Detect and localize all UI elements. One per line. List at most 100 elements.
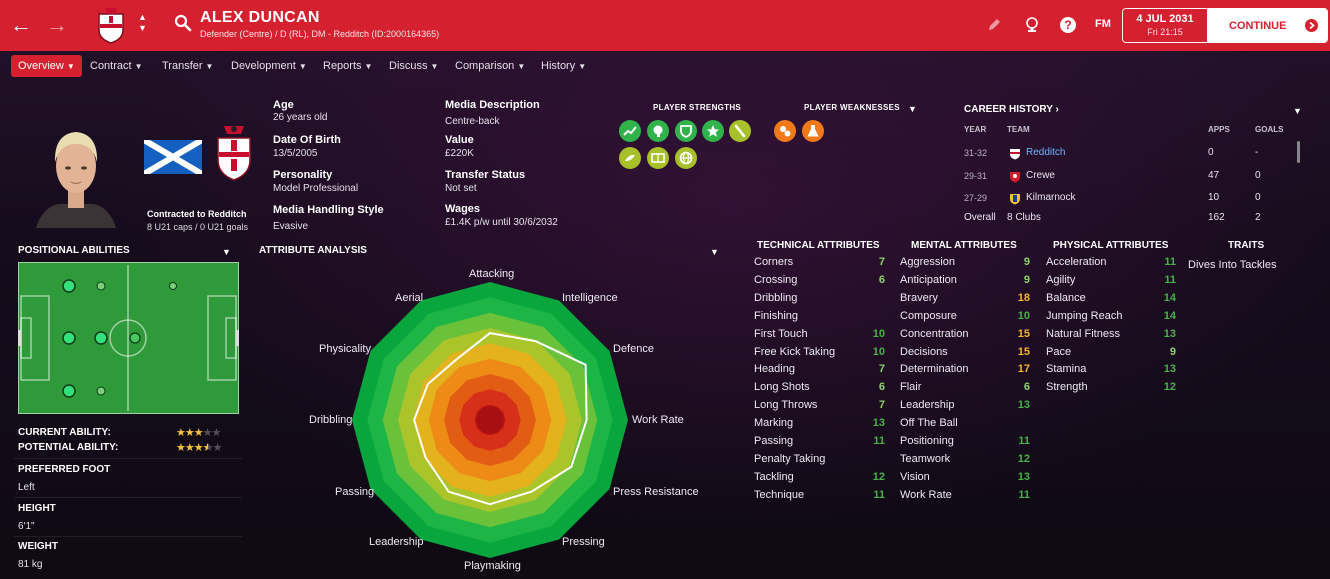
attribute-name[interactable]: Balance xyxy=(1046,291,1086,304)
attribute-value: 11 xyxy=(1018,488,1030,501)
divider xyxy=(14,458,242,459)
attribute-name[interactable]: Concentration xyxy=(900,327,969,340)
attribute-name[interactable]: First Touch xyxy=(754,327,808,340)
attribute-name[interactable]: Acceleration xyxy=(1046,256,1107,268)
attribute-name[interactable]: Penalty Taking xyxy=(754,452,826,465)
wages-value: £1.4K p/w until 30/6/2032 xyxy=(445,217,558,228)
attribute-name[interactable]: Passing xyxy=(754,435,794,447)
attribute-name[interactable]: Composure xyxy=(900,309,957,322)
back-arrow-icon[interactable]: ← xyxy=(10,12,32,37)
attribute-name[interactable]: Work Rate xyxy=(900,488,952,501)
tab-bar: Overview ▼ Contract ▼ Transfer ▼ Developmen… xyxy=(0,54,1330,78)
kilmarnock-crest-icon xyxy=(1010,194,1020,205)
attribute-name[interactable]: Long Shots xyxy=(754,381,810,394)
attribute-name[interactable]: Pace xyxy=(1046,345,1072,358)
career-apps: 47 xyxy=(1208,170,1220,181)
career-scrollbar[interactable] xyxy=(1297,141,1300,163)
attribute-name[interactable]: Free Kick Taking xyxy=(754,345,836,358)
attribute-name[interactable]: Off The Ball xyxy=(900,417,958,430)
strengths-chevron-icon[interactable]: ▼ xyxy=(908,104,917,114)
attribute-name[interactable]: Tackling xyxy=(754,470,794,483)
attribute-name[interactable]: Teamwork xyxy=(900,452,951,465)
career-chevron-icon[interactable]: ▼ xyxy=(1293,106,1302,116)
club-crest-icon[interactable] xyxy=(96,6,126,44)
career-team[interactable]: Crewe xyxy=(1026,170,1055,181)
attribute-name[interactable]: Finishing xyxy=(754,309,799,322)
attribute-name[interactable]: Long Throws xyxy=(754,399,818,412)
attribute-value: 15 xyxy=(1017,327,1030,340)
pitch-icon[interactable] xyxy=(647,147,669,169)
tab-overview[interactable]: Overview ▼ xyxy=(11,55,82,77)
attribute-value: 6 xyxy=(878,381,885,394)
attribute-name[interactable]: Jumping Reach xyxy=(1046,309,1123,322)
attribute-name[interactable]: Natural Fitness xyxy=(1046,327,1120,340)
attribute-analysis-chevron-icon[interactable]: ▼ xyxy=(710,247,719,257)
globe-icon[interactable] xyxy=(675,147,697,169)
career-team-link[interactable]: Redditch xyxy=(1026,147,1066,158)
attribute-name[interactable]: Dribbling xyxy=(754,291,798,304)
attribute-name[interactable]: Anticipation xyxy=(900,273,957,286)
wages-label: Wages xyxy=(445,203,481,215)
pencil-icon[interactable] xyxy=(985,16,1003,34)
attribute-name[interactable]: Leadership xyxy=(900,399,955,412)
redditch-crest-icon[interactable] xyxy=(214,124,254,184)
radar-core xyxy=(476,406,504,434)
tab-comparison[interactable]: Comparison ▼ xyxy=(455,60,526,72)
date-continue-box: 4 JUL 2031 Fri 21:15 CONTINUE xyxy=(1122,8,1328,43)
career-goals: 0 xyxy=(1255,170,1261,181)
player-name: ALEX DUNCAN xyxy=(200,9,320,26)
mental-attributes-title: MENTAL ATTRIBUTES xyxy=(911,240,1017,251)
attribute-name[interactable]: Aggression xyxy=(900,256,956,268)
current-time: Fri 21:15 xyxy=(1147,27,1183,37)
tab-reports[interactable]: Reports ▼ xyxy=(323,60,373,72)
attribute-name[interactable]: Crossing xyxy=(754,273,798,286)
attribute-name[interactable]: Vision xyxy=(900,470,930,483)
trend-icon[interactable] xyxy=(619,120,641,142)
flask-icon[interactable] xyxy=(802,120,824,142)
career-team[interactable]: Kilmarnock xyxy=(1026,192,1076,203)
trophy-icon[interactable] xyxy=(1023,16,1041,34)
continue-button[interactable]: CONTINUE xyxy=(1207,9,1327,42)
redditch-crest-icon xyxy=(1010,149,1020,160)
ball-pass-icon[interactable] xyxy=(619,147,641,169)
attribute-name[interactable]: Stamina xyxy=(1046,363,1087,376)
attribute-name[interactable]: Flair xyxy=(900,381,922,394)
attribute-name[interactable]: Determination xyxy=(900,363,969,376)
career-history-title[interactable]: CAREER HISTORY › xyxy=(964,104,1059,115)
radar-label: Passing xyxy=(335,486,375,498)
potential-ability-label: POTENTIAL ABILITY: xyxy=(18,442,119,453)
positional-chevron-icon[interactable]: ▼ xyxy=(222,247,231,257)
forward-arrow-icon[interactable]: → xyxy=(46,12,68,37)
attribute-name[interactable]: Bravery xyxy=(900,291,938,304)
help-icon[interactable]: ? xyxy=(1059,16,1077,34)
tab-discuss[interactable]: Discuss ▼ xyxy=(389,60,439,72)
search-icon[interactable] xyxy=(174,14,192,32)
media-desc-value: Centre-back xyxy=(445,116,500,127)
shield-icon[interactable] xyxy=(675,120,697,142)
tab-contract[interactable]: Contract ▼ xyxy=(90,60,143,72)
header-bar: ← → ▲ ▼ ALEX DUNCAN Defender (Centre) / D… xyxy=(0,0,1330,51)
boot-icon[interactable] xyxy=(729,120,751,142)
attribute-name[interactable]: Technique xyxy=(754,488,805,501)
tab-transfer[interactable]: Transfer ▼ xyxy=(162,60,214,72)
fm-logo[interactable]: FM xyxy=(1095,18,1111,30)
attribute-name[interactable]: Marking xyxy=(754,417,794,430)
attribute-value: 9 xyxy=(1169,345,1176,358)
attribute-name[interactable]: Agility xyxy=(1046,273,1076,286)
trait-item[interactable]: Dives Into Tackles xyxy=(1188,259,1277,271)
date-display[interactable]: 4 JUL 2031 Fri 21:15 xyxy=(1123,9,1207,42)
radar-label: Dribbling xyxy=(309,414,353,426)
chemistry-icon[interactable] xyxy=(774,120,796,142)
attribute-name[interactable]: Corners xyxy=(754,256,794,268)
attribute-value: 14 xyxy=(1163,291,1176,304)
attribute-name[interactable]: Decisions xyxy=(900,345,948,358)
player-cycle-arrows[interactable]: ▲ ▼ xyxy=(138,12,147,33)
star-icon[interactable] xyxy=(702,120,724,142)
attribute-name[interactable]: Strength xyxy=(1046,381,1088,394)
brain-icon[interactable] xyxy=(647,120,669,142)
attribute-name[interactable]: Positioning xyxy=(900,435,954,447)
attribute-name[interactable]: Heading xyxy=(754,363,795,376)
attribute-value: 9 xyxy=(1023,273,1030,286)
tab-development[interactable]: Development ▼ xyxy=(231,60,307,72)
tab-history[interactable]: History ▼ xyxy=(541,60,587,72)
